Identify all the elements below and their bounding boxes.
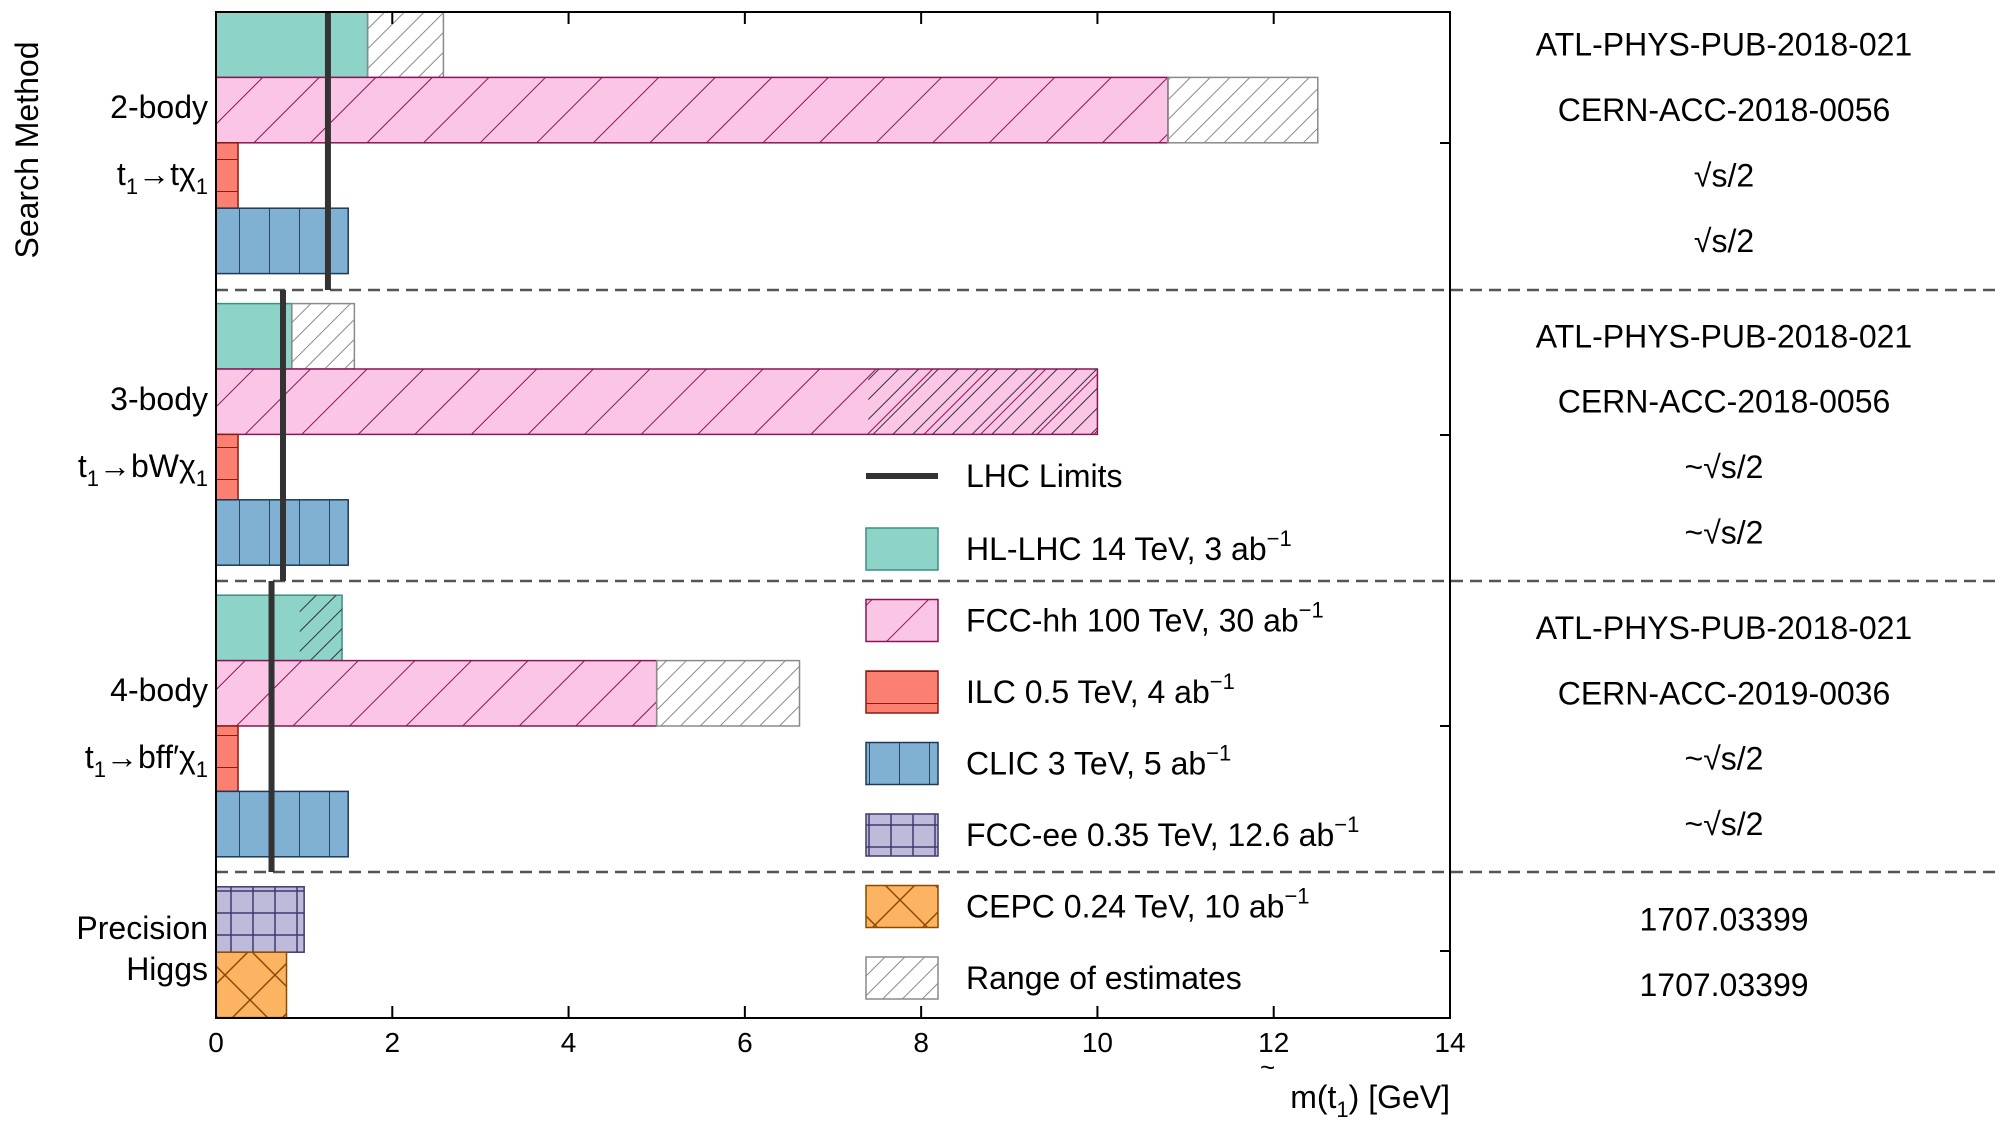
bar-fcc-hh-group-1-hatch xyxy=(216,77,1168,143)
bar-hl-lhc-group-1 xyxy=(216,12,368,78)
legend-swatch-hatch-cepc xyxy=(866,885,938,928)
x-tick-label-8: 8 xyxy=(913,1027,929,1058)
bar-hl-lhc-group-3-range xyxy=(299,595,343,661)
x-tick-label-14: 14 xyxy=(1434,1027,1465,1058)
bar-ilc-group-3-hatch xyxy=(216,726,239,792)
legend-swatch-edge-hl-lhc xyxy=(865,527,939,571)
group-decay-1: t1→tχ1 xyxy=(117,156,208,199)
legend-label-fcc-hh: FCC-hh 100 TeV, 30 ab−1 xyxy=(966,598,1324,639)
group-decay-3: t1→bff′χ1 xyxy=(85,739,208,782)
plot-frame xyxy=(215,11,1451,1019)
reference-label-g3-2: CERN-ACC-2019-0036 xyxy=(1558,675,1891,711)
legend-swatch-hatch-fcc-hh xyxy=(866,599,938,642)
legend-label-range: Range of estimates xyxy=(966,960,1242,996)
legend-swatch-hatch-ilc xyxy=(866,671,938,713)
bar-fcc-ee-group-4-hatch xyxy=(216,886,305,953)
x-axis-label-tilde: ~ xyxy=(1260,1052,1275,1082)
reference-label-g3-3: ~√s/2 xyxy=(1685,741,1764,777)
reference-labels: ATL-PHYS-PUB-2018-021 CERN-ACC-2018-0056 √… xyxy=(1536,27,1912,1003)
legend-swatch-hl-lhc xyxy=(866,528,938,570)
group-separators xyxy=(216,288,1995,874)
x-axis-label: m(t1) [GeV] xyxy=(1290,1079,1450,1122)
bar-fcc-hh-group-2-range xyxy=(868,369,1098,435)
x-axis-label-sub: 1 xyxy=(1336,1097,1348,1122)
bar-fcc-hh-group-3-range xyxy=(655,659,801,727)
reference-label-g2-3: ~√s/2 xyxy=(1685,449,1764,485)
legend-label-clic: CLIC 3 TeV, 5 ab−1 xyxy=(966,741,1231,782)
bar-hl-lhc-group-1-range xyxy=(366,11,445,79)
legend-swatch-edge-clic xyxy=(865,741,939,786)
reference-label-g1-1: ATL-PHYS-PUB-2018-021 xyxy=(1536,27,1912,63)
x-tick-label-6: 6 xyxy=(737,1027,753,1058)
x-tick-label-2: 2 xyxy=(384,1027,400,1058)
reference-label-g3-1: ATL-PHYS-PUB-2018-021 xyxy=(1536,610,1912,646)
x-tick-label-4: 4 xyxy=(561,1027,577,1058)
legend-label-cepc: CEPC 0.24 TeV, 10 ab−1 xyxy=(966,884,1310,925)
legend-label-ilc: ILC 0.5 TeV, 4 ab−1 xyxy=(966,669,1235,710)
reference-label-g1-4: √s/2 xyxy=(1694,223,1754,259)
reference-label-g4-2: 1707.03399 xyxy=(1639,967,1808,1003)
reference-label-g2-1: ATL-PHYS-PUB-2018-021 xyxy=(1536,318,1912,354)
x-axis-label-pre: m( xyxy=(1290,1079,1328,1115)
lhc-limit-lines xyxy=(268,12,331,872)
legend-swatch-hatch-fcc-ee xyxy=(866,814,938,856)
legend-swatch-edge-cepc xyxy=(865,884,939,929)
bar-hl-lhc-group-2 xyxy=(216,303,292,369)
x-axis-label-var: t xyxy=(1328,1079,1337,1115)
reference-label-g4-1: 1707.03399 xyxy=(1639,902,1808,938)
legend-swatch-edge-fcc-hh xyxy=(865,598,939,643)
legend-swatch-range xyxy=(865,956,939,1000)
reference-label-g1-2: CERN-ACC-2018-0056 xyxy=(1558,92,1891,128)
y-axis-label: Search Method xyxy=(9,41,45,258)
reference-label-g2-2: CERN-ACC-2018-0056 xyxy=(1558,384,1891,420)
group-decay-2: t1→bWχ1 xyxy=(78,448,208,491)
x-axis-label-post: ) [GeV] xyxy=(1349,1079,1450,1115)
bar-fcc-hh-group-3-hatch xyxy=(216,660,657,726)
group-label-2: 3-body xyxy=(110,381,208,417)
group-label-4-line2: Higgs xyxy=(126,951,208,987)
reference-label-g1-3: √s/2 xyxy=(1694,158,1754,194)
legend-swatch-hatch-clic xyxy=(866,742,938,785)
axes-layer: 0 2 4 6 8 10 12 14 m(t1) [GeV] ~ Search Method xyxy=(9,11,1466,1122)
legend-label-hl-lhc: HL-LHC 14 TeV, 3 ab−1 xyxy=(966,526,1292,567)
group-label-1: 2-body xyxy=(110,89,208,125)
bar-clic-group-3-hatch xyxy=(216,791,349,857)
bar-ilc-group-1-hatch xyxy=(216,142,239,209)
bars-layer xyxy=(215,11,1319,1019)
legend-label-fcc-ee: FCC-ee 0.35 TeV, 12.6 ab−1 xyxy=(966,812,1359,853)
x-tick-label-10: 10 xyxy=(1082,1027,1113,1058)
group-label-4: Precision xyxy=(76,910,208,946)
legend-swatch-edge-fcc-ee xyxy=(865,813,939,857)
bar-cepc-group-4-hatch xyxy=(216,952,287,1018)
bar-hl-lhc-group-2-range xyxy=(291,302,356,370)
legend: LHC Limits HL-LHC 14 TeV, 3 ab−1 FCC-hh 10… xyxy=(865,458,1359,1000)
group-label-3: 4-body xyxy=(110,672,208,708)
bar-fcc-hh-group-1-range xyxy=(1167,76,1319,144)
x-tick-label-12: 12 xyxy=(1258,1027,1289,1058)
group-labels: 2-body t1→tχ1 3-body t1→bWχ1 4-body t1→bff′… xyxy=(76,89,208,987)
legend-swatch-edge-ilc xyxy=(865,670,939,714)
reference-label-g2-4: ~√s/2 xyxy=(1685,515,1764,551)
bar-ilc-group-2-hatch xyxy=(216,434,239,500)
x-tick-label-0: 0 xyxy=(208,1027,224,1058)
legend-label-lhc: LHC Limits xyxy=(966,458,1122,494)
reference-label-g3-4: ~√s/2 xyxy=(1685,806,1764,842)
